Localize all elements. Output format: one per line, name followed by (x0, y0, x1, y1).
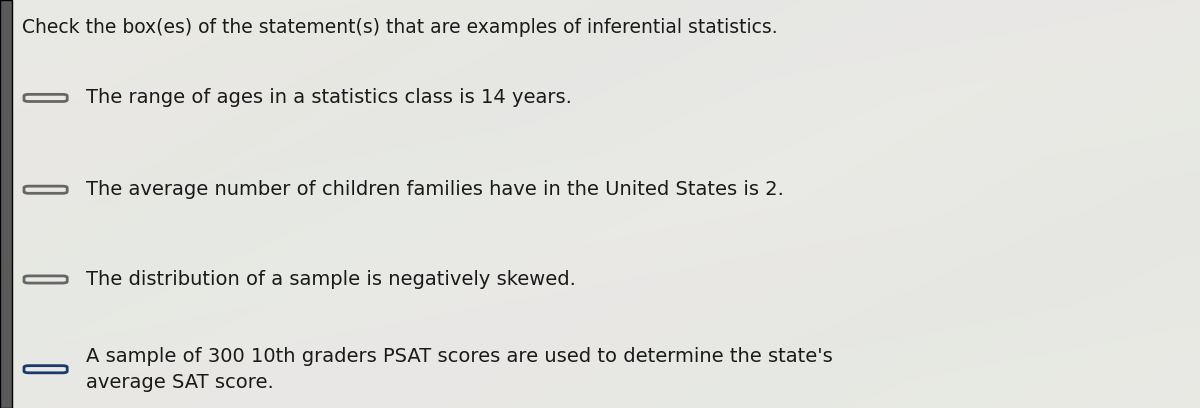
Text: Check the box(es) of the statement(s) that are examples of inferential statistic: Check the box(es) of the statement(s) th… (22, 18, 778, 38)
Text: The range of ages in a statistics class is 14 years.: The range of ages in a statistics class … (86, 89, 572, 107)
Text: A sample of 300 10th graders PSAT scores are used to determine the state's
avera: A sample of 300 10th graders PSAT scores… (86, 347, 833, 392)
FancyBboxPatch shape (24, 186, 67, 193)
FancyBboxPatch shape (24, 366, 67, 373)
FancyBboxPatch shape (24, 276, 67, 283)
FancyBboxPatch shape (24, 94, 67, 102)
Text: The distribution of a sample is negatively skewed.: The distribution of a sample is negative… (86, 270, 576, 289)
Text: The average number of children families have in the United States is 2.: The average number of children families … (86, 180, 785, 199)
FancyBboxPatch shape (0, 0, 12, 408)
